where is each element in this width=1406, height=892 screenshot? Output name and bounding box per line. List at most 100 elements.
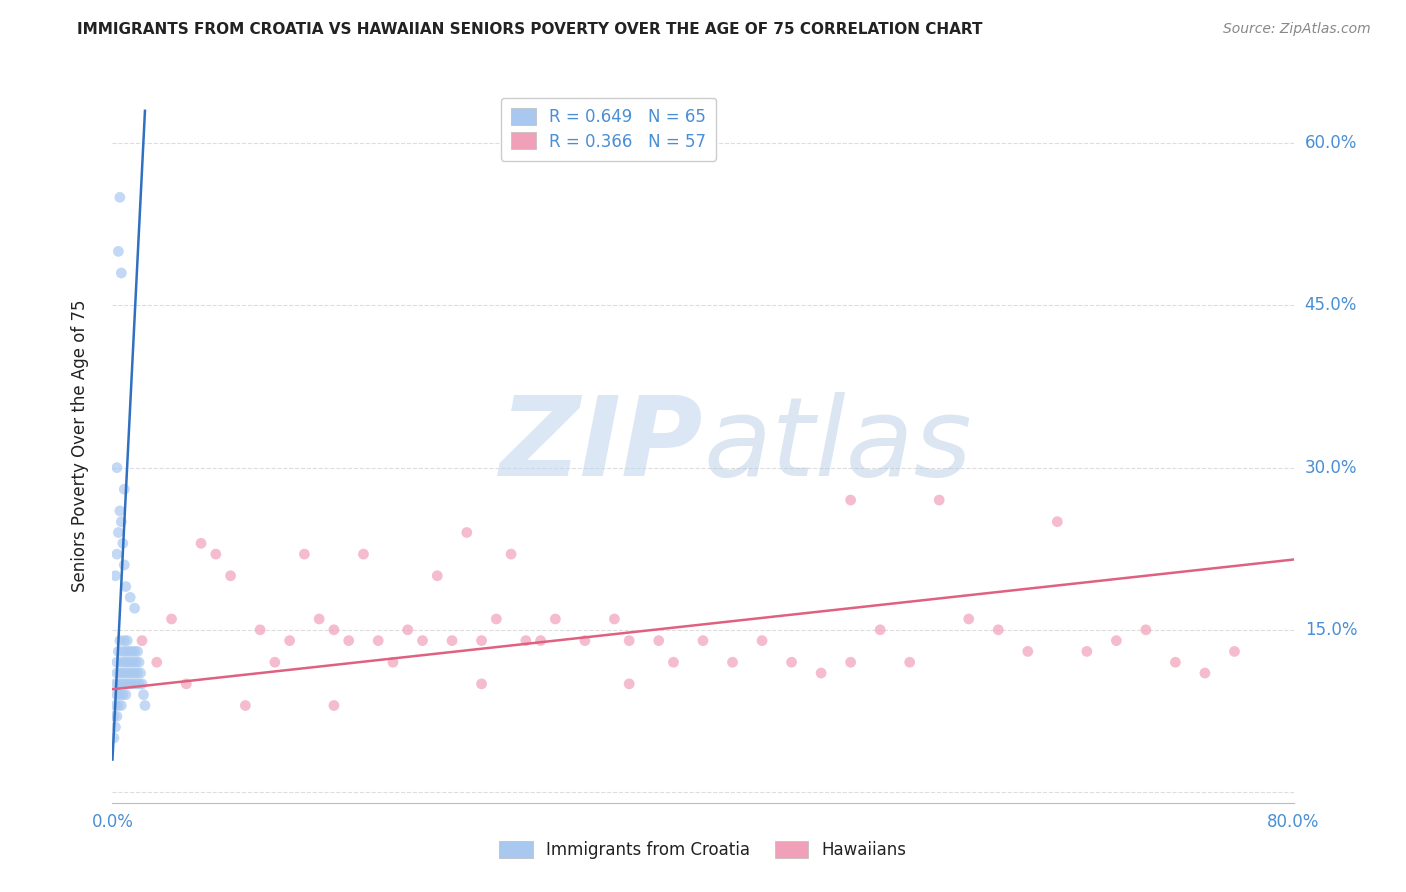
- Point: [515, 633, 537, 648]
- Point: [574, 633, 596, 648]
- Point: [127, 644, 149, 658]
- Point: [470, 633, 494, 648]
- Point: [103, 709, 125, 723]
- Point: [108, 190, 131, 204]
- Point: [121, 644, 143, 658]
- Point: [1194, 666, 1216, 681]
- Point: [721, 655, 744, 669]
- Point: [111, 666, 134, 681]
- Text: Source: ZipAtlas.com: Source: ZipAtlas.com: [1223, 22, 1371, 37]
- Point: [441, 633, 464, 648]
- Point: [839, 493, 862, 508]
- Point: [112, 558, 135, 572]
- Point: [146, 655, 169, 669]
- Point: [233, 698, 256, 713]
- Point: [111, 644, 134, 658]
- Point: [105, 655, 128, 669]
- Point: [292, 547, 315, 561]
- Point: [839, 655, 862, 669]
- Point: [278, 633, 301, 648]
- Point: [122, 677, 145, 691]
- Point: [928, 493, 950, 508]
- Point: [1223, 644, 1246, 658]
- Point: [110, 677, 132, 691]
- Text: ZIP: ZIP: [499, 392, 703, 500]
- Point: [125, 655, 148, 669]
- Point: [529, 633, 551, 648]
- Point: [367, 633, 389, 648]
- Point: [110, 698, 132, 713]
- Point: [105, 709, 128, 723]
- Point: [104, 698, 127, 713]
- Point: [132, 688, 155, 702]
- Point: [118, 666, 141, 681]
- Point: [107, 244, 129, 259]
- Point: [120, 591, 142, 605]
- Point: [411, 633, 433, 648]
- Point: [104, 568, 127, 582]
- Point: [114, 644, 136, 658]
- Point: [603, 612, 626, 626]
- Point: [692, 633, 714, 648]
- Point: [619, 677, 641, 691]
- Point: [426, 568, 449, 582]
- Point: [120, 677, 142, 691]
- Point: [108, 666, 131, 681]
- Point: [112, 677, 135, 691]
- Point: [108, 633, 131, 648]
- Point: [957, 612, 980, 626]
- Point: [124, 666, 146, 681]
- Point: [105, 547, 128, 561]
- Point: [544, 612, 567, 626]
- Point: [205, 547, 228, 561]
- Point: [456, 525, 478, 540]
- Point: [108, 688, 131, 702]
- Point: [110, 655, 132, 669]
- Point: [131, 677, 153, 691]
- Point: [1164, 655, 1187, 669]
- Point: [120, 655, 142, 669]
- Point: [107, 698, 129, 713]
- Point: [308, 612, 330, 626]
- Point: [114, 666, 136, 681]
- Point: [1135, 623, 1157, 637]
- Text: atlas: atlas: [703, 392, 972, 500]
- Point: [1076, 644, 1098, 658]
- Point: [174, 677, 197, 691]
- Point: [103, 731, 125, 745]
- Point: [117, 633, 138, 648]
- Point: [501, 547, 523, 561]
- Y-axis label: Seniors Poverty Over the Age of 75: Seniors Poverty Over the Age of 75: [70, 300, 89, 592]
- Legend: Immigrants from Croatia, Hawaiians: Immigrants from Croatia, Hawaiians: [492, 834, 914, 866]
- Point: [110, 515, 132, 529]
- Text: 30.0%: 30.0%: [1305, 458, 1357, 476]
- Point: [323, 698, 346, 713]
- Point: [122, 655, 145, 669]
- Point: [134, 698, 156, 713]
- Point: [105, 460, 128, 475]
- Point: [121, 666, 143, 681]
- Point: [107, 525, 129, 540]
- Point: [619, 633, 641, 648]
- Point: [190, 536, 212, 550]
- Point: [219, 568, 242, 582]
- Point: [1017, 644, 1039, 658]
- Point: [105, 688, 128, 702]
- Point: [470, 677, 494, 691]
- Point: [114, 688, 136, 702]
- Point: [662, 655, 685, 669]
- Point: [160, 612, 183, 626]
- Point: [107, 677, 129, 691]
- Text: 15.0%: 15.0%: [1305, 621, 1357, 639]
- Point: [382, 655, 405, 669]
- Point: [485, 612, 508, 626]
- Point: [780, 655, 803, 669]
- Point: [117, 677, 138, 691]
- Point: [125, 677, 148, 691]
- Point: [111, 536, 134, 550]
- Point: [112, 633, 135, 648]
- Point: [110, 266, 132, 280]
- Point: [751, 633, 773, 648]
- Point: [114, 580, 136, 594]
- Point: [128, 677, 150, 691]
